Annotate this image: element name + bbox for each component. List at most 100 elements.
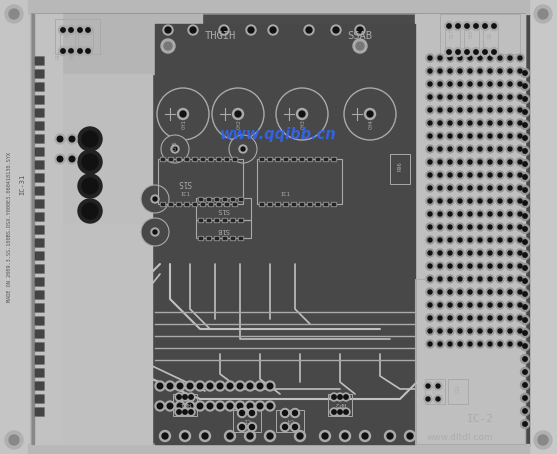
- Circle shape: [58, 46, 67, 55]
- Circle shape: [448, 173, 452, 177]
- Circle shape: [458, 303, 462, 307]
- Circle shape: [534, 431, 552, 449]
- Circle shape: [458, 212, 462, 216]
- Circle shape: [161, 135, 189, 163]
- Circle shape: [456, 106, 464, 114]
- Circle shape: [267, 403, 273, 409]
- Circle shape: [438, 173, 442, 177]
- Bar: [222, 236, 227, 240]
- Circle shape: [458, 342, 462, 346]
- Bar: [159, 202, 164, 206]
- Circle shape: [185, 401, 195, 411]
- Circle shape: [516, 132, 524, 140]
- Circle shape: [506, 54, 514, 62]
- Bar: [207, 237, 209, 239]
- Circle shape: [468, 160, 472, 164]
- Bar: [35, 278, 43, 285]
- Circle shape: [486, 106, 494, 114]
- Circle shape: [428, 134, 432, 138]
- Circle shape: [520, 406, 530, 415]
- Circle shape: [523, 188, 527, 192]
- Circle shape: [476, 236, 484, 244]
- Text: www.qqibb.cn: www.qqibb.cn: [219, 127, 336, 142]
- Circle shape: [520, 186, 530, 194]
- Circle shape: [446, 262, 454, 270]
- Circle shape: [518, 186, 522, 190]
- Circle shape: [516, 223, 524, 231]
- Circle shape: [456, 80, 464, 88]
- Circle shape: [498, 56, 502, 60]
- Circle shape: [239, 145, 247, 153]
- Circle shape: [516, 93, 524, 101]
- Bar: [198, 218, 203, 222]
- Circle shape: [426, 384, 430, 388]
- Circle shape: [508, 199, 512, 203]
- Circle shape: [446, 145, 454, 153]
- Circle shape: [476, 223, 484, 231]
- Circle shape: [496, 249, 504, 257]
- Bar: [158, 159, 243, 204]
- Circle shape: [458, 121, 462, 125]
- Circle shape: [516, 236, 524, 244]
- Circle shape: [516, 119, 524, 127]
- Circle shape: [436, 54, 444, 62]
- Bar: [34, 199, 44, 208]
- Circle shape: [235, 111, 241, 117]
- Bar: [307, 203, 310, 205]
- Circle shape: [498, 264, 502, 268]
- Circle shape: [57, 136, 63, 142]
- Bar: [300, 203, 302, 205]
- Bar: [184, 203, 188, 205]
- Circle shape: [518, 82, 522, 86]
- Circle shape: [496, 236, 504, 244]
- Bar: [35, 265, 43, 272]
- Circle shape: [476, 197, 484, 205]
- Circle shape: [456, 236, 464, 244]
- Circle shape: [483, 24, 487, 28]
- Circle shape: [448, 186, 452, 190]
- Circle shape: [436, 275, 444, 283]
- Circle shape: [496, 301, 504, 309]
- Circle shape: [476, 132, 484, 140]
- Circle shape: [189, 395, 193, 399]
- Circle shape: [240, 424, 245, 429]
- Circle shape: [453, 48, 462, 56]
- Circle shape: [466, 327, 474, 335]
- Circle shape: [506, 262, 514, 270]
- Circle shape: [538, 435, 548, 445]
- Circle shape: [488, 121, 492, 125]
- Circle shape: [82, 178, 98, 194]
- Circle shape: [446, 210, 454, 218]
- Circle shape: [245, 381, 255, 391]
- Bar: [35, 200, 43, 207]
- Circle shape: [508, 277, 512, 281]
- Circle shape: [446, 340, 454, 348]
- Circle shape: [330, 408, 338, 416]
- Circle shape: [498, 108, 502, 112]
- Circle shape: [175, 381, 185, 391]
- Circle shape: [486, 197, 494, 205]
- Circle shape: [468, 212, 472, 216]
- Circle shape: [304, 25, 314, 35]
- Circle shape: [195, 401, 205, 411]
- Circle shape: [468, 225, 472, 229]
- Circle shape: [520, 212, 530, 221]
- Circle shape: [498, 95, 502, 99]
- Circle shape: [468, 134, 472, 138]
- Text: CH3: CH3: [300, 119, 305, 129]
- Bar: [208, 158, 212, 160]
- Circle shape: [466, 197, 474, 205]
- Bar: [233, 410, 261, 432]
- Circle shape: [466, 80, 474, 88]
- Bar: [224, 203, 227, 205]
- Circle shape: [520, 251, 530, 260]
- Circle shape: [520, 237, 530, 247]
- Bar: [300, 158, 302, 160]
- Bar: [35, 161, 43, 168]
- Circle shape: [518, 134, 522, 138]
- Circle shape: [520, 380, 530, 390]
- Circle shape: [486, 54, 494, 62]
- Circle shape: [237, 423, 247, 431]
- Circle shape: [446, 314, 454, 322]
- Circle shape: [387, 433, 393, 439]
